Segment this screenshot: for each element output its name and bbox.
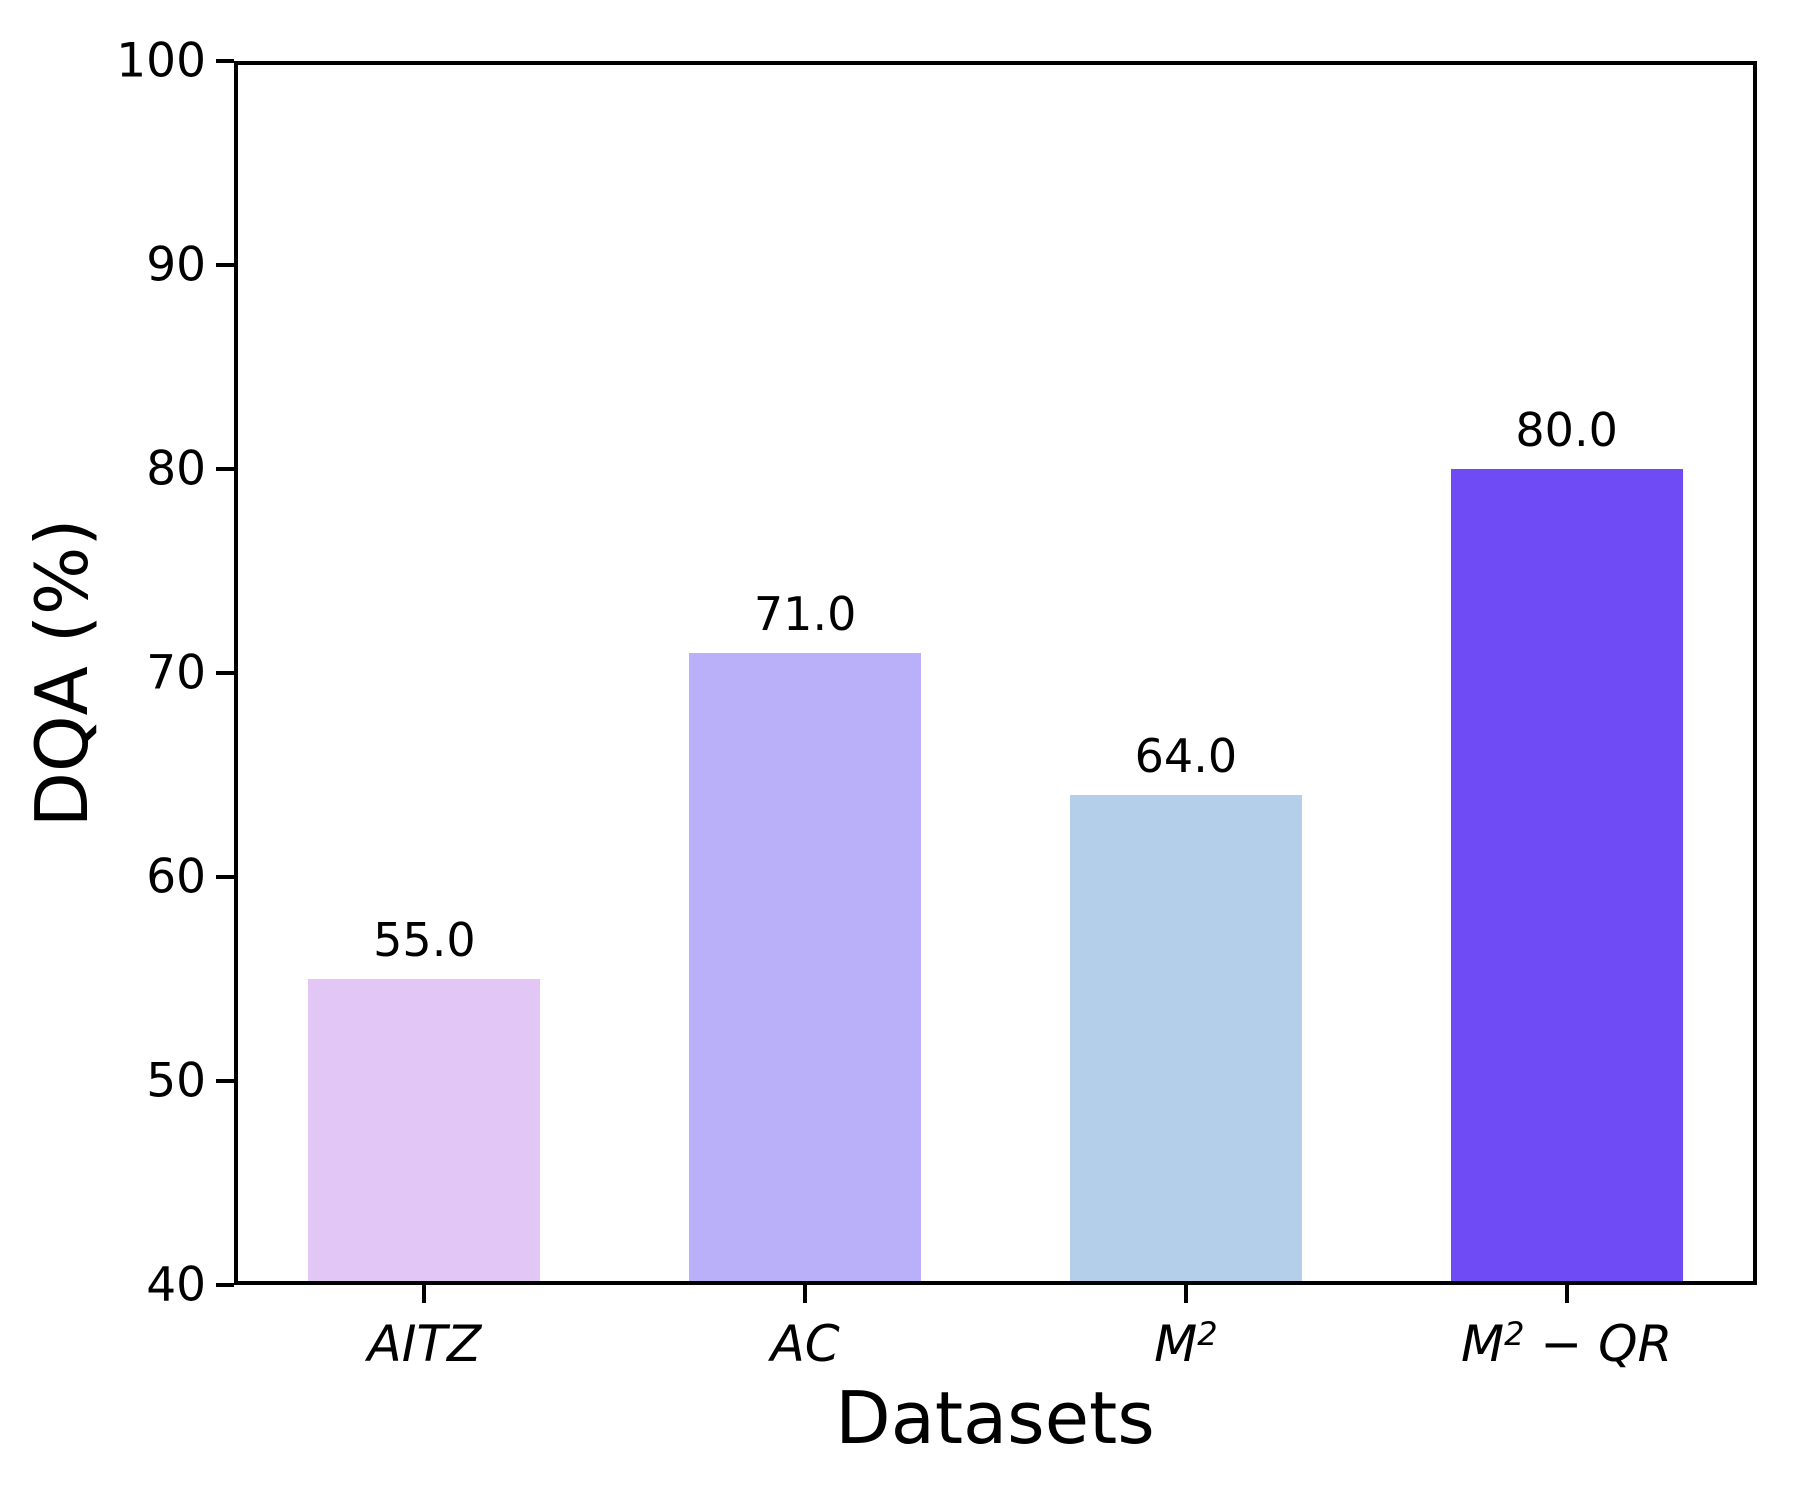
- x-tick-mark: [1183, 1285, 1188, 1303]
- y-tick-label: 50: [146, 1053, 206, 1109]
- y-tick-mark: [216, 1283, 234, 1287]
- bar: [1450, 469, 1683, 1281]
- x-tick-label: AITZ: [367, 1315, 482, 1373]
- x-tick-label: M2 − QR: [1460, 1315, 1673, 1373]
- y-tick-mark: [216, 1079, 234, 1083]
- bar: [689, 652, 922, 1281]
- bar: [308, 979, 541, 1281]
- y-tick-mark: [216, 263, 234, 267]
- y-tick-label: 70: [146, 645, 206, 701]
- y-tick-label: 80: [146, 441, 206, 497]
- x-tick-label: AC: [770, 1315, 840, 1373]
- plot-area: [234, 61, 1757, 1285]
- x-tick-label: M2: [1154, 1315, 1218, 1373]
- y-tick-mark: [216, 671, 234, 675]
- bar-value-label: 55.0: [373, 913, 476, 967]
- y-tick-label: 100: [116, 33, 206, 89]
- bar-value-label: 64.0: [1134, 729, 1238, 784]
- y-tick-label: 90: [146, 237, 206, 293]
- y-tick-mark: [216, 875, 234, 879]
- y-tick-label: 40: [146, 1257, 206, 1313]
- y-tick-mark: [216, 467, 234, 471]
- superscript: 2: [1504, 1315, 1525, 1353]
- y-tick-label: 60: [146, 849, 206, 905]
- bar: [1069, 795, 1302, 1281]
- bar-value-label: 80.0: [1515, 403, 1618, 457]
- superscript: 2: [1197, 1315, 1218, 1353]
- y-axis-label: DQA (%): [20, 518, 104, 828]
- y-tick-mark: [216, 59, 234, 63]
- x-tick-mark: [803, 1285, 808, 1303]
- x-tick-mark: [1564, 1285, 1569, 1303]
- x-tick-mark: [422, 1285, 427, 1303]
- x-axis-label: Datasets: [835, 1376, 1155, 1460]
- bar-value-label: 71.0: [753, 586, 857, 641]
